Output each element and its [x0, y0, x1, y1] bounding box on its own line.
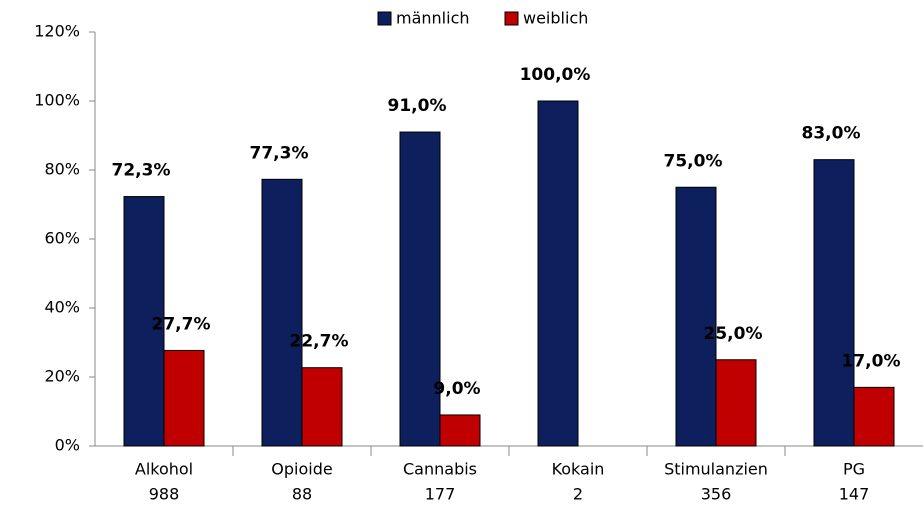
x-tick-label: 2 — [573, 485, 583, 504]
bar — [261, 178, 303, 447]
legend-swatch — [377, 11, 392, 26]
y-tick-label: 0% — [55, 436, 80, 455]
value-label: 72,3% — [112, 161, 171, 181]
x-tick-label: Stimulanzien — [664, 460, 768, 479]
y-tick-label: 120% — [34, 22, 80, 41]
value-label: 22,7% — [290, 332, 349, 352]
y-tick-label: 40% — [44, 298, 80, 317]
y-tick-label: 20% — [44, 367, 80, 386]
value-label: 17,0% — [842, 351, 901, 371]
y-tick-label: 80% — [44, 160, 80, 179]
x-tick-label: Opioide — [271, 460, 332, 479]
bar — [123, 196, 165, 447]
value-label: 77,3% — [250, 143, 309, 163]
value-label: 9,0% — [433, 379, 480, 399]
value-label: 100,0% — [520, 65, 591, 85]
x-tick-label: 356 — [701, 485, 732, 504]
legend-label: männlich — [396, 9, 470, 28]
bar — [537, 100, 579, 447]
bar — [715, 359, 757, 447]
bar — [163, 349, 205, 447]
bar — [675, 186, 717, 447]
value-label: 91,0% — [388, 96, 447, 116]
y-tick-label: 60% — [44, 229, 80, 248]
x-tick-label: 88 — [292, 485, 312, 504]
value-label: 25,0% — [704, 324, 763, 344]
value-label: 75,0% — [664, 151, 723, 171]
value-label: 83,0% — [802, 124, 861, 144]
x-tick-label: Cannabis — [403, 460, 477, 479]
x-tick-label: 147 — [839, 485, 870, 504]
bar — [439, 414, 481, 447]
x-tick-label: Kokain — [552, 460, 605, 479]
bar — [813, 159, 855, 447]
x-tick-label: 177 — [425, 485, 456, 504]
x-tick-label: 988 — [149, 485, 180, 504]
legend-swatch — [504, 11, 519, 26]
value-label: 27,7% — [152, 314, 211, 334]
x-tick-label: Alkohol — [135, 460, 193, 479]
bar — [853, 386, 895, 447]
bar — [399, 131, 441, 447]
x-tick-label: PG — [843, 460, 865, 479]
legend-label: weiblich — [523, 9, 588, 28]
bar — [301, 367, 343, 447]
y-tick-label: 100% — [34, 91, 80, 110]
